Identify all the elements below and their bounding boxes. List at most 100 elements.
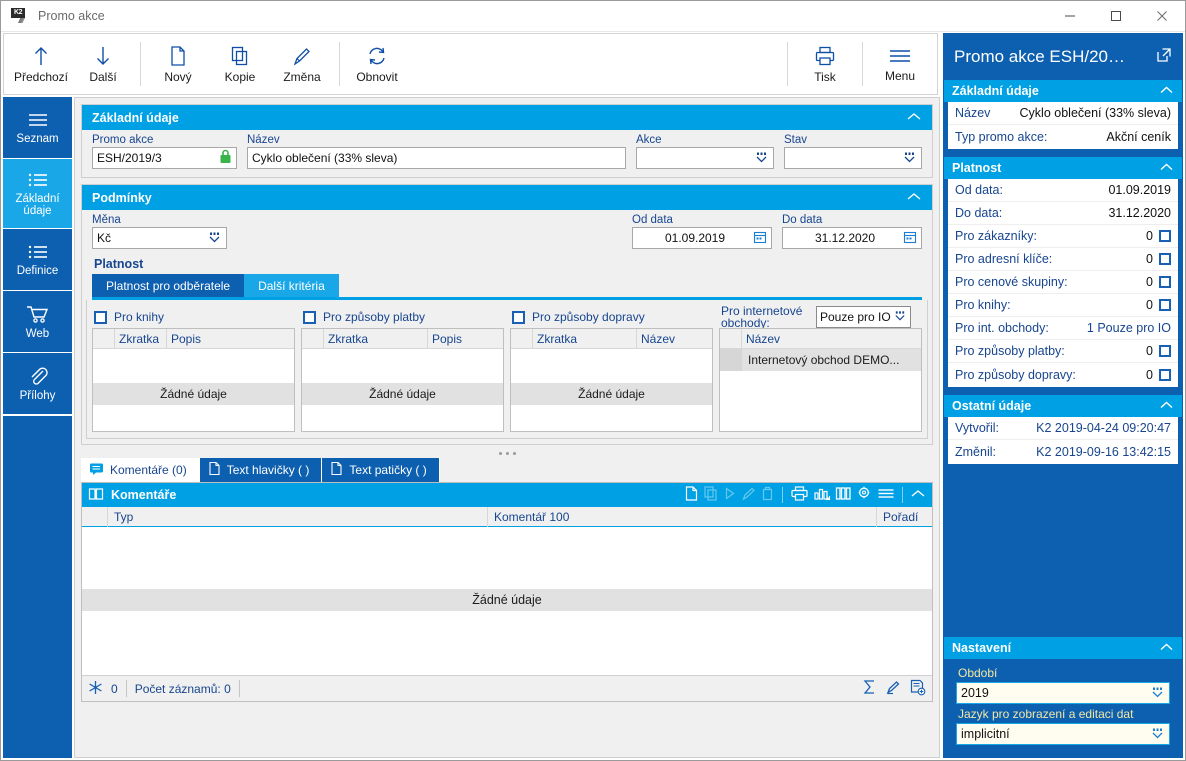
dropdown-chevron-icon[interactable]: [1150, 726, 1165, 743]
horizontal-splitter[interactable]: [75, 449, 939, 458]
tab-label: Text hlavičky ( ): [226, 463, 310, 477]
sidebar-item-prilohy[interactable]: Přílohy: [3, 353, 72, 415]
lock-icon[interactable]: [219, 149, 232, 167]
checkbox-pro-zakazniky[interactable]: [1159, 230, 1171, 242]
tab-text-hlavicky[interactable]: Text hlavičky ( ): [199, 458, 323, 482]
right-section-header-nastaveni[interactable]: Nastavení: [944, 637, 1182, 659]
info-row: Pro adresní klíče: 0: [948, 248, 1178, 271]
dropdown-chevron-icon[interactable]: [1150, 685, 1165, 702]
checkbox-pro-adresni-klice[interactable]: [1159, 253, 1171, 265]
akce-select[interactable]: [636, 147, 774, 169]
dropdown-chevron-icon[interactable]: [902, 150, 917, 167]
do-data-input[interactable]: 31.12.2020: [782, 227, 922, 249]
table-row[interactable]: Internetový obchod DEMO...: [720, 349, 921, 371]
sidebar-item-definice[interactable]: Definice: [3, 229, 72, 291]
bar-chart-icon[interactable]: [813, 485, 831, 505]
grid-col-gutter: [720, 328, 742, 349]
dropdown-chevron-icon[interactable]: [754, 150, 769, 167]
checkbox-pro-zpusoby-dopravy[interactable]: [1159, 368, 1171, 381]
toolbar-button-novy[interactable]: Nový: [147, 36, 209, 92]
promo-akce-input[interactable]: ESH/2019/3: [92, 147, 237, 169]
sidebar-item-web[interactable]: Web: [3, 291, 72, 353]
columns-icon[interactable]: [835, 485, 852, 505]
maximize-button[interactable]: [1093, 1, 1139, 32]
grid-no-data: Žádné údaje: [93, 383, 294, 405]
snowflake-icon[interactable]: [88, 680, 103, 698]
internet-shop-select[interactable]: Pouze pro IO: [816, 306, 911, 328]
section-body-podminky: Měna Kč Od data 01.09.2019: [82, 210, 932, 300]
comments-grid-body[interactable]: Žádné údaje: [82, 527, 932, 675]
toolbar-button-dalsi[interactable]: Další: [72, 36, 134, 92]
stav-select[interactable]: [784, 147, 922, 169]
period-select[interactable]: 2019: [956, 682, 1170, 704]
checkbox-pro-knihy[interactable]: [1159, 299, 1171, 311]
field-label: Měna: [92, 214, 121, 226]
calendar-icon[interactable]: [753, 230, 767, 247]
info-key: Pro cenové skupiny:: [955, 275, 1068, 289]
grid-pro-zpusoby-platby[interactable]: Zkratka Popis Žádné údaje: [301, 328, 504, 432]
checkbox-pro-cenove-skupiny[interactable]: [1159, 276, 1171, 288]
close-button[interactable]: [1139, 1, 1185, 32]
grid-pro-internetove-obchody[interactable]: Název Internetový obchod DEMO...: [719, 328, 922, 432]
checkbox-pro-knihy[interactable]: [94, 310, 107, 324]
section-title: Ostatní údaje: [952, 399, 1032, 413]
dropdown-chevron-icon[interactable]: [893, 309, 907, 325]
chevron-up-icon[interactable]: [1159, 161, 1174, 175]
gear-icon[interactable]: [856, 485, 873, 505]
chevron-up-icon[interactable]: [1159, 399, 1174, 413]
info-row: Pro způsoby dopravy: 0: [948, 363, 1178, 386]
tab-text-paticky[interactable]: Text patičky ( ): [322, 458, 440, 482]
checkbox-pro-zpusoby-platby[interactable]: [303, 310, 316, 324]
toolbar-divider: [140, 42, 141, 86]
right-section-header-platnost[interactable]: Platnost: [944, 157, 1182, 179]
main-content: Základní údaje Promo akce ESH/2019/3: [74, 97, 940, 758]
toolbar-button-tisk[interactable]: Tisk: [794, 36, 856, 92]
sum-sigma-icon[interactable]: [862, 679, 877, 698]
pencil-icon[interactable]: [885, 679, 901, 698]
external-link-icon[interactable]: [1156, 47, 1172, 68]
info-value: 0: [1146, 275, 1153, 289]
hamburger-icon[interactable]: [877, 486, 895, 504]
tab-dalsi-kriteria[interactable]: Další kritéria: [244, 274, 339, 297]
new-document-icon[interactable]: [684, 485, 699, 505]
dropdown-chevron-icon[interactable]: [207, 230, 222, 247]
printer-icon[interactable]: [790, 485, 809, 505]
add-record-icon[interactable]: [909, 679, 926, 699]
grid-pro-zpusoby-dopravy[interactable]: Zkratka Název Žádné údaje: [510, 328, 713, 432]
nazev-input[interactable]: Cyklo oblečení (33% sleva): [247, 147, 626, 169]
toolbar-button-menu[interactable]: Menu: [869, 36, 931, 92]
section-header-podminky[interactable]: Podmínky: [82, 185, 932, 210]
sidebar-item-seznam[interactable]: Seznam: [3, 97, 72, 159]
calendar-icon[interactable]: [903, 230, 917, 247]
minimize-button[interactable]: [1047, 1, 1093, 32]
chevron-up-icon[interactable]: [1159, 84, 1174, 98]
toolbar-button-obnovit[interactable]: Obnovit: [346, 36, 408, 92]
checkbox-pro-zpusoby-platby[interactable]: [1159, 345, 1171, 357]
chevron-up-icon[interactable]: [910, 488, 926, 502]
grid-body: Žádné údaje: [93, 349, 294, 431]
mena-select[interactable]: Kč: [92, 227, 227, 249]
section-header-zakladni-udaje[interactable]: Základní údaje: [82, 105, 932, 130]
toolbar-button-zmena[interactable]: Změna: [271, 36, 333, 92]
field-mena: Měna Kč: [92, 214, 227, 249]
right-section-header-zakladni-udaje[interactable]: Základní údaje: [944, 80, 1182, 102]
right-section-header-ostatni-udaje[interactable]: Ostatní údaje: [944, 395, 1182, 417]
chevron-up-icon[interactable]: [1159, 641, 1174, 655]
toolbar-divider: [339, 42, 340, 86]
tab-komentare[interactable]: Komentáře (0): [81, 458, 200, 482]
section-body-zakladni-udaje: Promo akce ESH/2019/3 Název Cyklo obleče…: [82, 130, 932, 177]
toolbar-label: Další: [89, 69, 117, 84]
tab-platnost-pro-odberatele[interactable]: Platnost pro odběratele: [92, 274, 245, 297]
shopping-cart-icon: [25, 304, 51, 324]
od-data-input[interactable]: 01.09.2019: [632, 227, 772, 249]
checkbox-pro-zpusoby-dopravy[interactable]: [512, 310, 525, 324]
chevron-up-icon[interactable]: [906, 191, 922, 205]
info-row: Vytvořil: K2 2019-04-24 09:20:47: [948, 417, 1178, 440]
language-select[interactable]: implicitní: [956, 723, 1170, 745]
toolbar-button-predchozi[interactable]: Předchozí: [10, 36, 72, 92]
grid-pro-knihy[interactable]: Zkratka Popis Žádné údaje: [92, 328, 295, 432]
chevron-up-icon[interactable]: [906, 111, 922, 125]
language-label: Jazyk pro zobrazení a editaci dat: [958, 707, 1134, 721]
toolbar-button-kopie[interactable]: Kopie: [209, 36, 271, 92]
sidebar-item-zakladni-udaje[interactable]: Základní údaje: [3, 159, 72, 229]
